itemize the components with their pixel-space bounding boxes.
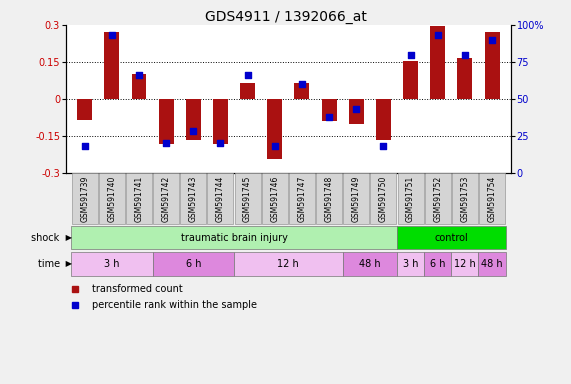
Text: 3 h: 3 h bbox=[403, 259, 419, 269]
Bar bbox=[159, 99, 174, 144]
Bar bbox=[262, 173, 288, 224]
Bar bbox=[485, 32, 500, 99]
Bar bbox=[71, 226, 397, 250]
Text: GSM591744: GSM591744 bbox=[216, 175, 225, 222]
Bar bbox=[152, 252, 234, 276]
Bar bbox=[451, 252, 478, 276]
Point bbox=[80, 143, 89, 149]
Point bbox=[406, 51, 415, 58]
Bar bbox=[240, 83, 255, 99]
Bar bbox=[234, 252, 343, 276]
Text: 12 h: 12 h bbox=[278, 259, 299, 269]
Point bbox=[134, 72, 143, 78]
Bar bbox=[349, 99, 364, 124]
Bar bbox=[321, 99, 336, 121]
Text: GSM591743: GSM591743 bbox=[189, 175, 198, 222]
Text: time: time bbox=[38, 259, 63, 269]
Bar bbox=[424, 252, 451, 276]
Bar bbox=[213, 99, 228, 144]
Bar bbox=[71, 252, 152, 276]
Bar bbox=[452, 173, 478, 224]
Text: ▶: ▶ bbox=[63, 233, 72, 242]
Bar bbox=[267, 99, 282, 159]
Text: 48 h: 48 h bbox=[359, 259, 381, 269]
Bar bbox=[126, 173, 152, 224]
Text: GSM591751: GSM591751 bbox=[406, 175, 415, 222]
Text: GSM591739: GSM591739 bbox=[80, 175, 89, 222]
Text: 12 h: 12 h bbox=[454, 259, 476, 269]
Text: 3 h: 3 h bbox=[104, 259, 119, 269]
Point bbox=[433, 32, 443, 38]
Text: shock: shock bbox=[31, 233, 63, 243]
Bar bbox=[104, 32, 119, 99]
Text: control: control bbox=[435, 233, 468, 243]
Bar bbox=[397, 173, 424, 224]
Text: GDS4911 / 1392066_at: GDS4911 / 1392066_at bbox=[204, 10, 367, 23]
Text: GSM591746: GSM591746 bbox=[270, 175, 279, 222]
Bar bbox=[403, 61, 418, 99]
Bar bbox=[457, 58, 472, 99]
Bar bbox=[295, 83, 309, 99]
Text: GSM591749: GSM591749 bbox=[352, 175, 361, 222]
Bar bbox=[343, 173, 369, 224]
Bar bbox=[235, 173, 260, 224]
Text: GSM591748: GSM591748 bbox=[324, 175, 333, 222]
Text: traumatic brain injury: traumatic brain injury bbox=[180, 233, 287, 243]
Bar bbox=[153, 173, 179, 224]
Bar bbox=[207, 173, 234, 224]
Point bbox=[162, 140, 171, 146]
Text: GSM591741: GSM591741 bbox=[135, 175, 143, 222]
Text: GSM591753: GSM591753 bbox=[460, 175, 469, 222]
Bar bbox=[479, 173, 505, 224]
Point bbox=[243, 72, 252, 78]
Point bbox=[379, 143, 388, 149]
Bar bbox=[289, 173, 315, 224]
Point bbox=[216, 140, 225, 146]
Bar bbox=[478, 252, 505, 276]
Point bbox=[270, 143, 279, 149]
Text: ▶: ▶ bbox=[63, 259, 72, 268]
Bar bbox=[343, 252, 397, 276]
Bar bbox=[77, 99, 92, 120]
Point bbox=[324, 114, 333, 120]
Text: GSM591740: GSM591740 bbox=[107, 175, 116, 222]
Point bbox=[297, 81, 307, 87]
Text: GSM591742: GSM591742 bbox=[162, 175, 171, 222]
Bar bbox=[180, 173, 206, 224]
Text: GSM591747: GSM591747 bbox=[297, 175, 307, 222]
Point bbox=[189, 128, 198, 134]
Bar bbox=[376, 99, 391, 139]
Bar bbox=[397, 226, 505, 250]
Text: percentile rank within the sample: percentile rank within the sample bbox=[93, 300, 258, 310]
Point bbox=[460, 51, 469, 58]
Bar bbox=[71, 173, 98, 224]
Point bbox=[107, 32, 116, 38]
Text: 6 h: 6 h bbox=[430, 259, 445, 269]
Text: transformed count: transformed count bbox=[93, 284, 183, 294]
Text: GSM591752: GSM591752 bbox=[433, 175, 442, 222]
Text: 48 h: 48 h bbox=[481, 259, 503, 269]
Bar bbox=[131, 74, 146, 99]
Bar bbox=[316, 173, 342, 224]
Bar bbox=[425, 173, 451, 224]
Text: GSM591754: GSM591754 bbox=[488, 175, 497, 222]
Point bbox=[488, 36, 497, 43]
Text: GSM591745: GSM591745 bbox=[243, 175, 252, 222]
Bar bbox=[397, 252, 424, 276]
Bar bbox=[186, 99, 201, 139]
Bar bbox=[99, 173, 125, 224]
Bar bbox=[431, 26, 445, 99]
Bar bbox=[371, 173, 396, 224]
Text: 6 h: 6 h bbox=[186, 259, 201, 269]
Point bbox=[352, 106, 361, 112]
Text: GSM591750: GSM591750 bbox=[379, 175, 388, 222]
